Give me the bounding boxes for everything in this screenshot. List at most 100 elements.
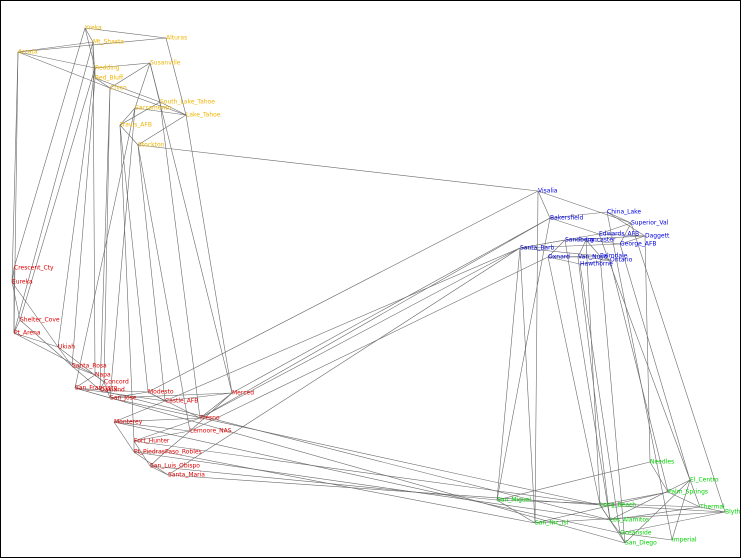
edge xyxy=(547,256,581,265)
edge xyxy=(564,239,611,521)
edge xyxy=(147,190,539,393)
edge xyxy=(619,532,626,544)
node-label: Hawthorne xyxy=(580,261,613,268)
edge xyxy=(99,389,149,393)
node-label: Red_Bluff xyxy=(95,75,124,82)
edge xyxy=(119,124,149,393)
edge xyxy=(84,27,167,39)
edge xyxy=(579,259,611,265)
edge xyxy=(619,243,691,481)
edge xyxy=(519,243,621,249)
edge xyxy=(231,217,551,394)
edge xyxy=(133,430,191,442)
edge xyxy=(109,62,151,89)
node-label: China_Lake xyxy=(607,209,641,216)
edge xyxy=(699,506,726,513)
edge xyxy=(133,440,151,467)
edge xyxy=(109,397,601,506)
edge xyxy=(99,389,611,521)
edge xyxy=(113,421,135,453)
node-label: Modesto xyxy=(148,389,174,396)
edge xyxy=(109,392,233,399)
edge xyxy=(159,101,201,419)
edge xyxy=(149,465,498,501)
edge xyxy=(599,491,669,506)
node-label: Palm_Springs xyxy=(668,489,708,496)
node-label: Fresno xyxy=(200,415,220,422)
node-label: Santa_Rosa xyxy=(72,363,107,370)
edge xyxy=(133,451,169,476)
edge xyxy=(113,421,191,432)
edge xyxy=(599,255,626,544)
edge xyxy=(57,67,96,348)
edge xyxy=(137,144,191,432)
edge xyxy=(547,239,566,258)
node-label: Van_Nuys xyxy=(578,254,607,261)
node-label: Redding xyxy=(95,65,120,72)
edge xyxy=(164,392,233,402)
edge xyxy=(496,499,536,524)
edge xyxy=(519,247,536,524)
edge xyxy=(606,211,632,224)
node-label: Mt_Shasta xyxy=(93,39,124,46)
edge xyxy=(549,217,600,235)
node-label: Lancaster xyxy=(586,237,616,244)
edge xyxy=(113,421,621,534)
node-label: San_Luis_Obispo xyxy=(150,463,200,470)
edge xyxy=(598,233,701,508)
edge xyxy=(119,124,135,442)
node-label: Travis_AFB xyxy=(119,122,152,129)
edge xyxy=(609,479,691,521)
edge xyxy=(164,430,191,453)
edge xyxy=(94,374,105,383)
edge xyxy=(109,107,136,399)
node-label: South_Lake_Tahoe xyxy=(160,99,215,106)
node-label: Stockton xyxy=(138,142,165,149)
node-label: El_Centro xyxy=(690,477,719,484)
node-label: San_Diego xyxy=(625,540,657,547)
node-label: Superior_Val xyxy=(631,220,669,227)
node-label: Sandberg xyxy=(565,237,594,244)
edge xyxy=(619,511,726,534)
edge xyxy=(133,451,611,521)
node-label: Sacramento xyxy=(135,105,172,112)
node-label: San_Miguel xyxy=(497,497,531,504)
node-label: Lemoore_NAS xyxy=(190,428,232,435)
node-label: Napa xyxy=(95,372,111,379)
edge xyxy=(71,365,101,391)
edge xyxy=(599,504,726,513)
edge xyxy=(619,532,673,541)
edge xyxy=(149,62,233,394)
node-label: Oakland xyxy=(100,387,125,394)
node-label: Shelter_Cove xyxy=(20,317,60,324)
node-label: Oceanside xyxy=(620,530,652,537)
edges xyxy=(11,27,726,544)
edge xyxy=(11,51,19,283)
edge xyxy=(185,114,233,394)
edge xyxy=(630,222,726,513)
node-label: Blythe xyxy=(725,509,741,516)
edge xyxy=(671,479,691,541)
edge xyxy=(606,211,673,541)
node-label: Pt_Piedras xyxy=(134,449,165,456)
edge xyxy=(74,374,96,389)
node-label: Arcata xyxy=(18,49,38,56)
node-label: Bakersfield xyxy=(550,215,583,222)
edge xyxy=(547,256,601,506)
edge xyxy=(109,87,187,116)
edge xyxy=(199,392,233,419)
edge xyxy=(496,247,521,501)
edge xyxy=(94,77,111,89)
edge xyxy=(13,332,96,376)
edge xyxy=(149,465,169,476)
edge xyxy=(19,67,96,321)
edge xyxy=(579,263,621,534)
edge xyxy=(609,259,669,493)
node-label: Palmdale xyxy=(600,253,628,260)
node-label: George_AFB xyxy=(620,241,657,248)
edge xyxy=(11,281,59,348)
edge xyxy=(13,41,94,334)
node-label: Susanville xyxy=(150,60,181,67)
edge xyxy=(549,211,608,219)
